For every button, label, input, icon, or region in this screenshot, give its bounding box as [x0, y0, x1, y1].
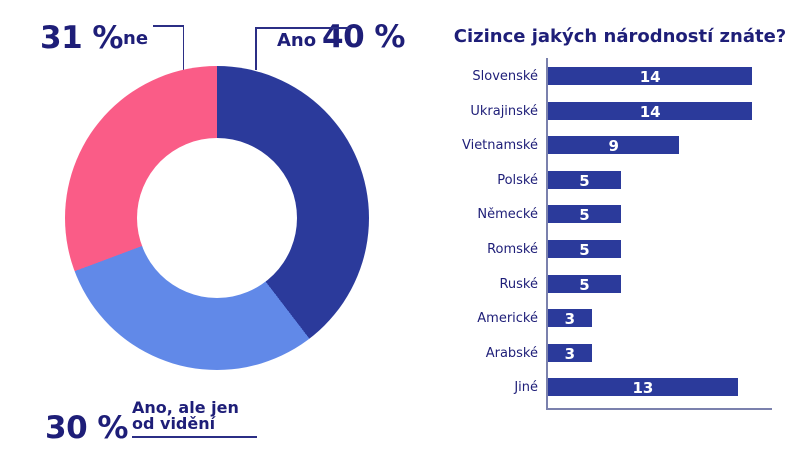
donut-pct-ne: 31 % [40, 20, 124, 56]
bar-category-label: Slovenské [472, 69, 538, 84]
bar-category-label: Vietnamské [461, 138, 538, 154]
bar: 5 [548, 240, 621, 259]
bar-value-label: 13 [632, 379, 654, 398]
callout-line-od-videni-underline [132, 436, 257, 438]
bar: 5 [548, 170, 621, 190]
bar: 13 [548, 378, 738, 398]
bar-chart-y-axis [546, 58, 548, 410]
donut-hole [137, 138, 297, 298]
callout-line-ne-vertical [182, 25, 184, 70]
bar: 9 [548, 136, 680, 156]
bar: 5 [548, 205, 621, 225]
bar: 5 [548, 274, 621, 294]
bar-category-label: Ukrajinské [470, 103, 538, 119]
bar-category-label: Arabské [485, 345, 538, 361]
donut-label-ano: Ano [277, 30, 317, 51]
bar-value-label: 5 [579, 206, 590, 225]
donut-label-od-videni: Ano, ale jen od vidění [132, 400, 239, 432]
bar-value-label: 5 [579, 275, 590, 294]
bar: 14 [548, 101, 753, 121]
bar-chart-x-axis [546, 408, 772, 410]
bar: 14 [548, 67, 753, 86]
bar-category-label: Americké [477, 311, 538, 327]
bar-value-label: 3 [564, 310, 576, 329]
bar-category-label: Ruské [499, 276, 538, 292]
bar-category-label: Německé [477, 207, 538, 223]
donut-pct-ano: 40 % [322, 19, 406, 55]
donut-label-od-videni-line2: od vidění [132, 414, 216, 433]
bar-category-label: Jiné [514, 380, 538, 396]
bar-value-label: 14 [639, 102, 661, 121]
bar-value-label: 3 [564, 344, 576, 363]
bar-value-label: 14 [639, 68, 661, 86]
bar-category-label: Romské [487, 242, 538, 257]
bar: 3 [548, 309, 592, 329]
callout-line-ano-horizontal [255, 27, 350, 29]
bar: 3 [548, 343, 592, 363]
bar-value-label: 9 [608, 137, 619, 156]
bar-value-label: 5 [579, 241, 590, 259]
callout-line-ne-horizontal [153, 25, 184, 27]
callout-line-ano-vertical [255, 27, 257, 70]
bar-value-label: 5 [579, 171, 590, 190]
donut-label-ne: ne [123, 28, 149, 49]
bar-chart-title: Cizince jakých národností znáte? [453, 26, 787, 47]
donut-label-od-videni-line1: Ano, ale jen [132, 398, 239, 417]
bar-category-label: Polské [497, 172, 538, 188]
donut-pct-od-videni: 30 % [45, 410, 129, 446]
